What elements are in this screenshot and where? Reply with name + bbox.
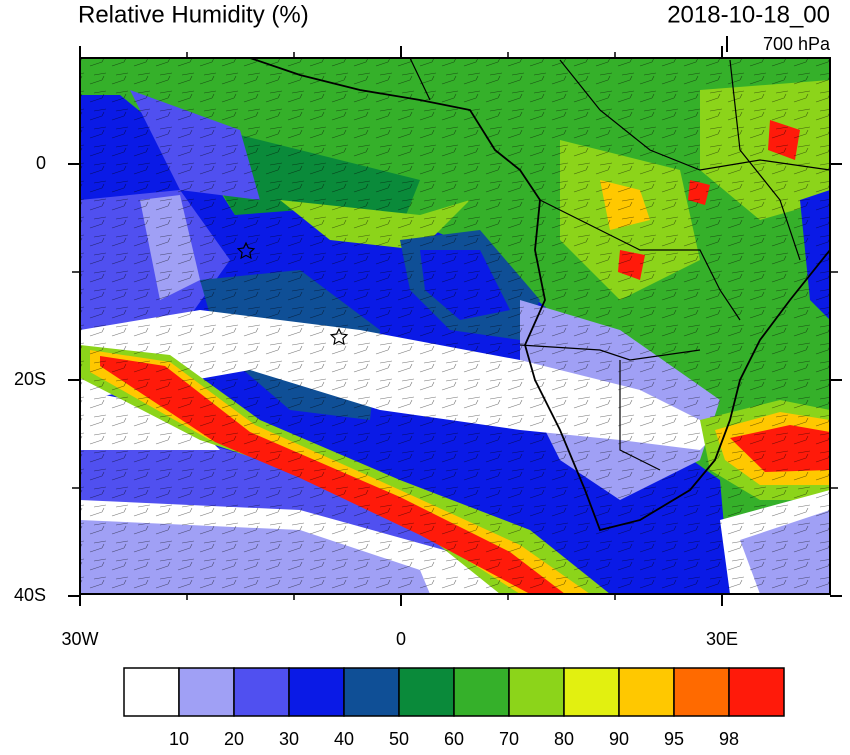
colorbar-label: 70 — [499, 729, 519, 749]
colorbar-box — [178, 667, 235, 717]
title: Relative Humidity (%) — [78, 1, 309, 28]
lon-label: 30W — [61, 629, 98, 649]
coastline — [249, 58, 830, 532]
colorbar-box — [123, 667, 180, 717]
colorbar-label: 30 — [279, 729, 299, 749]
colorbar-label: 50 — [389, 729, 409, 749]
colorbar-label: 95 — [664, 729, 684, 749]
colorbar-box — [673, 667, 730, 717]
colorbar-label: 40 — [334, 729, 354, 749]
colorbar-label: 10 — [169, 729, 189, 749]
colorbar-box — [398, 667, 455, 717]
overlay — [80, 58, 830, 594]
lon-label: 30E — [706, 629, 738, 649]
colorbar-label: 60 — [444, 729, 464, 749]
colorbar-box — [343, 667, 400, 717]
station-markers — [236, 241, 349, 346]
colorbar-box — [508, 667, 565, 717]
colorbar-box — [563, 667, 620, 717]
lat-label: 40S — [14, 585, 46, 605]
timestamp: 2018-10-18_00 — [667, 1, 830, 28]
colorbar-label: 90 — [609, 729, 629, 749]
colorbar-label: 98 — [719, 729, 739, 749]
colorbar-label: 20 — [224, 729, 244, 749]
lat-label: 0 — [36, 153, 46, 173]
pressure-level: 700 hPa — [763, 34, 831, 54]
map-frame — [79, 57, 831, 595]
borders — [409, 58, 830, 471]
colorbar-box — [288, 667, 345, 717]
colorbar-box — [728, 667, 785, 717]
colorbar-box — [453, 667, 510, 717]
colorbar-label: 80 — [554, 729, 574, 749]
colorbar-box — [618, 667, 675, 717]
colorbar: 10 20 30 40 50 60 70 80 90 95 98 — [123, 667, 785, 749]
wind-barbs — [80, 58, 830, 594]
lon-label: 0 — [396, 629, 406, 649]
lat-label: 20S — [14, 369, 46, 389]
colorbar-box — [233, 667, 290, 717]
